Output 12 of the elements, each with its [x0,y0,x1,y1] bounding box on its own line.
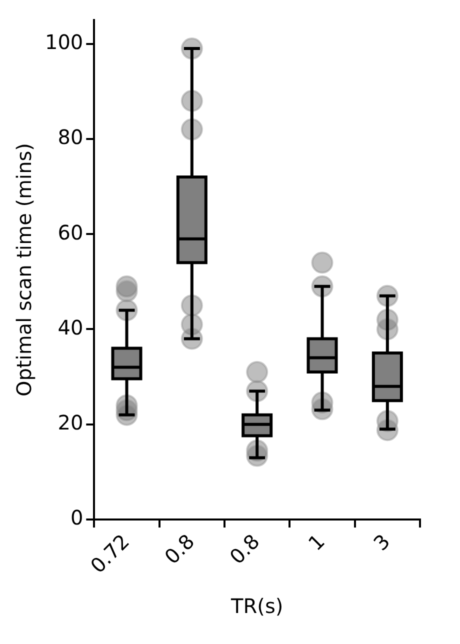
y-tick-label: 0 [70,506,84,530]
x-tick-label: 3 [368,529,395,556]
y-tick-label: 20 [58,410,84,435]
y-axis-title: Optimal scan time (mins) [12,143,36,397]
x-tick-label: 1 [303,529,330,556]
y-tick-label: 100 [44,30,84,54]
y-tick-label: 40 [58,315,84,340]
y-tick-label: 60 [58,220,84,244]
y-tick-label: 80 [58,125,84,150]
x-tick-label: 0.8 [224,529,264,569]
x-tick-label: 0.8 [160,529,200,569]
x-axis-title: TR(s) [230,594,284,618]
